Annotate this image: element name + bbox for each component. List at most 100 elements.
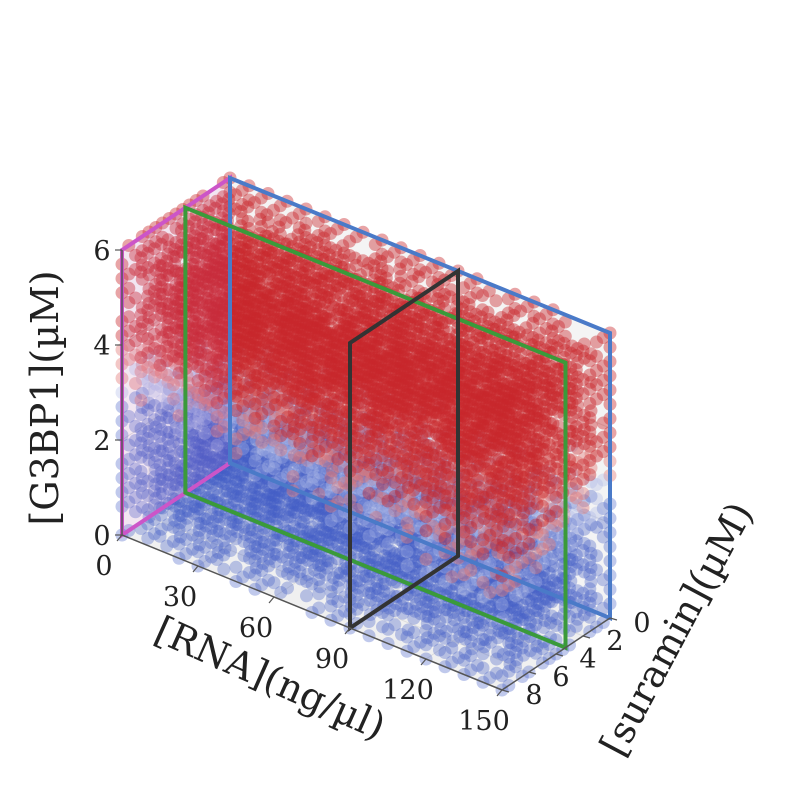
data-point [235, 297, 249, 311]
data-point [203, 313, 217, 327]
data-point [202, 234, 215, 248]
data-point [398, 535, 412, 549]
data-point [500, 427, 514, 441]
data-point [305, 418, 318, 432]
data-point [336, 239, 350, 253]
data-point [272, 348, 286, 362]
data-point [539, 578, 553, 592]
data-point [436, 437, 450, 451]
data-point [564, 560, 578, 574]
data-point [386, 466, 400, 480]
data-point [546, 445, 560, 459]
data-point [210, 323, 223, 336]
data-point [375, 247, 389, 261]
data-point [202, 249, 215, 262]
data-point [512, 382, 526, 396]
data-point [318, 395, 332, 409]
data-point [470, 429, 484, 442]
data-point [324, 355, 337, 369]
data-point [576, 487, 590, 500]
data-point [229, 359, 242, 373]
data-point [299, 259, 313, 273]
data-point [286, 453, 299, 467]
data-point [336, 524, 350, 538]
data-point [463, 376, 477, 390]
data-point [512, 454, 526, 467]
data-point [419, 308, 432, 322]
data-point [259, 429, 272, 442]
data-point [457, 466, 470, 480]
data-point [324, 312, 337, 326]
data-point [571, 370, 584, 384]
data-point [374, 454, 388, 468]
data-point [489, 451, 503, 464]
data-point [379, 556, 393, 570]
data-point [507, 451, 521, 465]
data-point [424, 467, 438, 481]
data-point [546, 517, 560, 530]
data-point [210, 308, 223, 322]
data-point [278, 322, 291, 336]
data-point [356, 411, 370, 424]
data-point [284, 432, 298, 446]
data-point [362, 385, 375, 398]
data-point [189, 450, 203, 464]
data-point [208, 258, 222, 272]
data-point [356, 482, 370, 496]
data-point [425, 503, 439, 517]
data-point [507, 437, 521, 451]
data-point [527, 552, 541, 565]
data-point [379, 471, 393, 484]
data-point [457, 381, 470, 394]
data-point [469, 493, 483, 506]
data-point [248, 409, 261, 423]
data-point [432, 527, 446, 541]
data-point [482, 498, 496, 512]
data-point [343, 249, 356, 262]
data-point [565, 496, 579, 510]
data-point [417, 401, 431, 414]
data-point [482, 541, 496, 554]
data-point [329, 457, 343, 471]
data-point [265, 310, 279, 324]
data-point [413, 477, 427, 490]
data-point [229, 302, 242, 316]
data-point [356, 496, 370, 510]
data-point [583, 582, 597, 596]
data-point [406, 339, 420, 352]
data-point [253, 284, 267, 297]
data-point [310, 350, 324, 363]
data-point [381, 264, 394, 278]
data-point [234, 276, 248, 290]
data-point [240, 264, 253, 278]
data-point [308, 278, 321, 292]
data-point [424, 510, 438, 524]
data-point [254, 277, 268, 290]
data-point [583, 511, 597, 524]
data-point [489, 351, 503, 365]
data-point [280, 465, 294, 479]
data-point [360, 434, 374, 448]
data-point [425, 460, 439, 474]
data-point [406, 410, 420, 424]
data-point [488, 344, 502, 357]
data-point [284, 318, 298, 332]
data-point [305, 376, 318, 389]
data-point [526, 530, 540, 544]
data-point [337, 374, 351, 388]
data-point [577, 537, 591, 550]
data-point [526, 487, 540, 501]
data-point [507, 537, 521, 550]
data-point [241, 428, 255, 442]
data-point [398, 550, 412, 563]
data-point [412, 313, 426, 326]
data-point [346, 294, 359, 307]
data-point [286, 339, 299, 353]
data-point [272, 377, 286, 391]
data-point [241, 300, 255, 314]
data-point [292, 449, 306, 463]
data-point [253, 426, 267, 440]
data-point [564, 474, 578, 488]
data-point [413, 348, 427, 362]
data-point [242, 336, 256, 349]
